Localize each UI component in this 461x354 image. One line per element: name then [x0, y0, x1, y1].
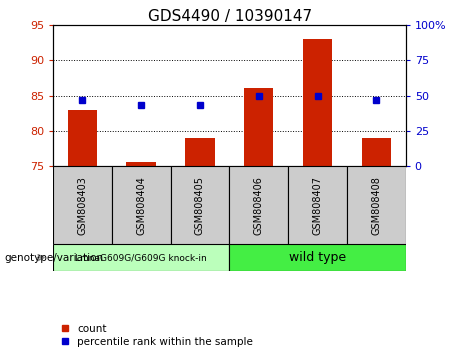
Bar — [171, 166, 230, 244]
Text: wild type: wild type — [289, 251, 346, 264]
Bar — [244, 88, 273, 166]
Text: GSM808404: GSM808404 — [136, 176, 146, 235]
Text: genotype/variation: genotype/variation — [5, 252, 104, 263]
Bar — [53, 244, 230, 271]
Text: GDS4490 / 10390147: GDS4490 / 10390147 — [148, 9, 313, 24]
Text: GSM808403: GSM808403 — [77, 176, 88, 235]
Bar — [126, 162, 156, 166]
Bar — [68, 110, 97, 166]
Bar — [185, 138, 215, 166]
Text: GSM808407: GSM808407 — [313, 176, 323, 235]
Bar — [303, 39, 332, 166]
Bar — [229, 244, 406, 271]
Bar — [53, 166, 112, 244]
Bar — [229, 166, 288, 244]
Legend: count, percentile rank within the sample: count, percentile rank within the sample — [60, 324, 253, 347]
Text: LmnaG609G/G609G knock-in: LmnaG609G/G609G knock-in — [75, 253, 207, 262]
Bar — [112, 166, 171, 244]
Text: GSM808405: GSM808405 — [195, 176, 205, 235]
Bar — [347, 166, 406, 244]
Bar — [361, 138, 391, 166]
Text: GSM808406: GSM808406 — [254, 176, 264, 235]
Text: GSM808408: GSM808408 — [371, 176, 381, 235]
Bar — [288, 166, 347, 244]
